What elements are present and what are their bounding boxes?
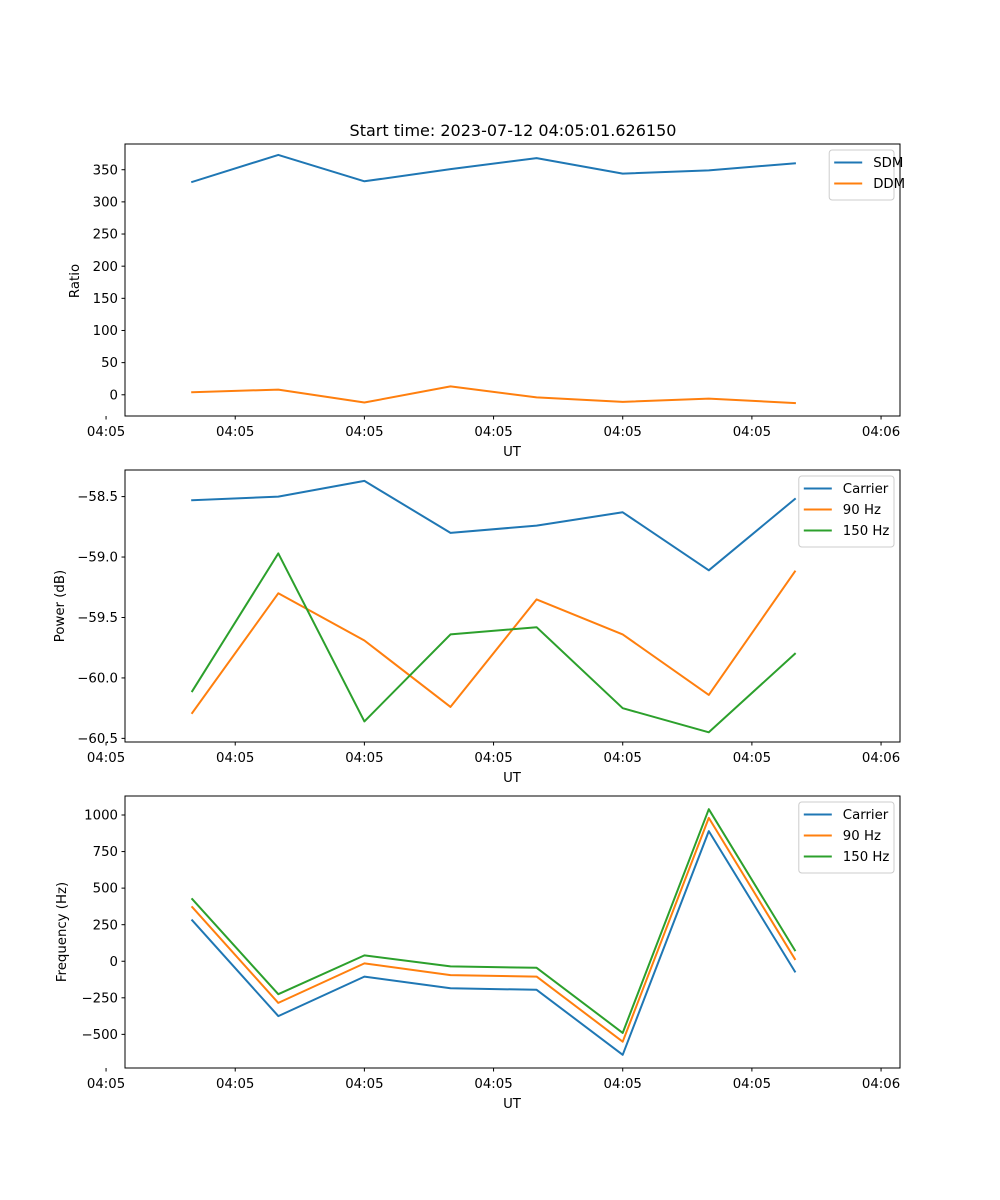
ratio-x-tick-label: 04:05: [604, 425, 642, 440]
ratio-axes-frame: [124, 143, 901, 417]
power-y-tick-label: −60.5: [77, 732, 118, 747]
frequency-x-tick-label: 04:06: [862, 1077, 900, 1092]
frequency-subplot: −500 −250 0 250 500 750 1000 04:05 04:05 04:05 04…: [55, 795, 901, 1112]
power-x-tick-label: 04:06: [862, 751, 900, 766]
frequency-y-axis-label: Frequency (Hz): [55, 882, 70, 982]
power-x-tick-label: 04:05: [87, 751, 125, 766]
ratio-x-tick-label: 04:05: [87, 425, 125, 440]
frequency-legend: Carrier 90 Hz 150 Hz: [798, 801, 895, 874]
frequency-x-tick-label: 04:05: [216, 1077, 254, 1092]
frequency-legend-label-150-hz: 150 Hz: [843, 850, 890, 865]
power-x-tick-label: 04:05: [216, 751, 254, 766]
power-x-tick-label: 04:05: [474, 751, 512, 766]
frequency-y-tick-label: 750: [93, 845, 118, 860]
power-x-tick-label: 04:05: [733, 751, 771, 766]
frequency-legend-label-carrier: Carrier: [843, 808, 889, 823]
frequency-x-tick-label: 04:05: [733, 1077, 771, 1092]
frequency-series-90-hz-line: [190, 816, 797, 1043]
ratio-x-axis-label: UT: [503, 445, 522, 460]
power-legend-label-carrier: Carrier: [843, 482, 889, 497]
frequency-legend-frame: [798, 801, 895, 874]
ratio-y-tick-label: 150: [93, 292, 118, 307]
ratio-legend-label-sdm: SDM: [873, 156, 903, 171]
power-legend-label-90-hz: 90 Hz: [843, 503, 881, 518]
power-legend-frame: [798, 475, 895, 548]
ratio-legend-label-ddm: DDM: [873, 177, 905, 192]
ratio-series-ddm-line: [191, 385, 796, 405]
power-x-tick-label: 04:05: [604, 751, 642, 766]
power-series-150-hz-line: [190, 552, 797, 734]
frequency-x-axis-label: UT: [503, 1097, 522, 1112]
power-x-tick-label: 04:05: [345, 751, 383, 766]
frequency-y-tick-label: 500: [93, 882, 118, 897]
power-legend-label-150-hz: 150 Hz: [843, 524, 890, 539]
frequency-x-tick-label: 04:05: [604, 1077, 642, 1092]
power-y-tick-label: −58.5: [77, 490, 118, 505]
power-series-90-hz-line: [190, 570, 797, 715]
power-y-tick-label: −59.0: [77, 551, 118, 566]
power-y-axis-label: Power (dB): [53, 570, 68, 642]
frequency-axes-frame: [124, 795, 901, 1069]
frequency-x-tick-label: 04:05: [474, 1077, 512, 1092]
power-legend: Carrier 90 Hz 150 Hz: [798, 475, 895, 548]
ratio-x-tick-label: 04:05: [733, 425, 771, 440]
frequency-series-carrier-line: [190, 830, 797, 1056]
frequency-y-tick-label: 1000: [84, 809, 118, 824]
frequency-y-tick-label: 0: [110, 955, 118, 970]
power-axes-frame: [124, 469, 901, 743]
frequency-x-tick-label: 04:05: [87, 1077, 125, 1092]
ratio-x-tick-label: 04:05: [345, 425, 383, 440]
ratio-x-tick-label: 04:05: [474, 425, 512, 440]
power-subplot: −60.5 −60.0 −59.5 −59.0 −58.5 04:05 04:05 04:0…: [53, 469, 901, 786]
ratio-y-tick-label: 300: [93, 195, 118, 210]
ratio-y-tick-label: 250: [93, 228, 118, 243]
ratio-y-tick-label: 0: [110, 388, 118, 403]
ratio-y-axis-label: Ratio: [68, 264, 83, 298]
power-x-axis-label: UT: [503, 771, 522, 786]
ratio-x-tick-label: 04:05: [216, 425, 254, 440]
frequency-y-tick-label: −250: [81, 991, 118, 1006]
frequency-legend-label-90-hz: 90 Hz: [843, 829, 881, 844]
ratio-legend: SDM DDM: [828, 149, 905, 201]
frequency-x-tick-label: 04:05: [345, 1077, 383, 1092]
power-y-tick-label: −60.0: [77, 672, 118, 687]
frequency-y-tick-label: 250: [93, 918, 118, 933]
ratio-y-tick-label: 350: [93, 163, 118, 178]
power-series-carrier-line: [191, 479, 797, 572]
ratio-y-tick-label: 200: [93, 260, 118, 275]
power-y-tick-label: −59.5: [77, 611, 118, 626]
frequency-series-150-hz-line: [190, 808, 797, 1034]
frequency-y-tick-label: −500: [81, 1028, 118, 1043]
ratio-x-tick-label: 04:06: [862, 425, 900, 440]
ratio-y-tick-label: 100: [93, 324, 118, 339]
chart-title: Start time: 2023-07-12 04:05:01.626150: [350, 121, 677, 140]
ratio-y-tick-label: 50: [101, 356, 118, 371]
ratio-subplot: Start time: 2023-07-12 04:05:01.626150 0…: [68, 121, 905, 460]
ratio-series-sdm-line: [190, 153, 796, 184]
